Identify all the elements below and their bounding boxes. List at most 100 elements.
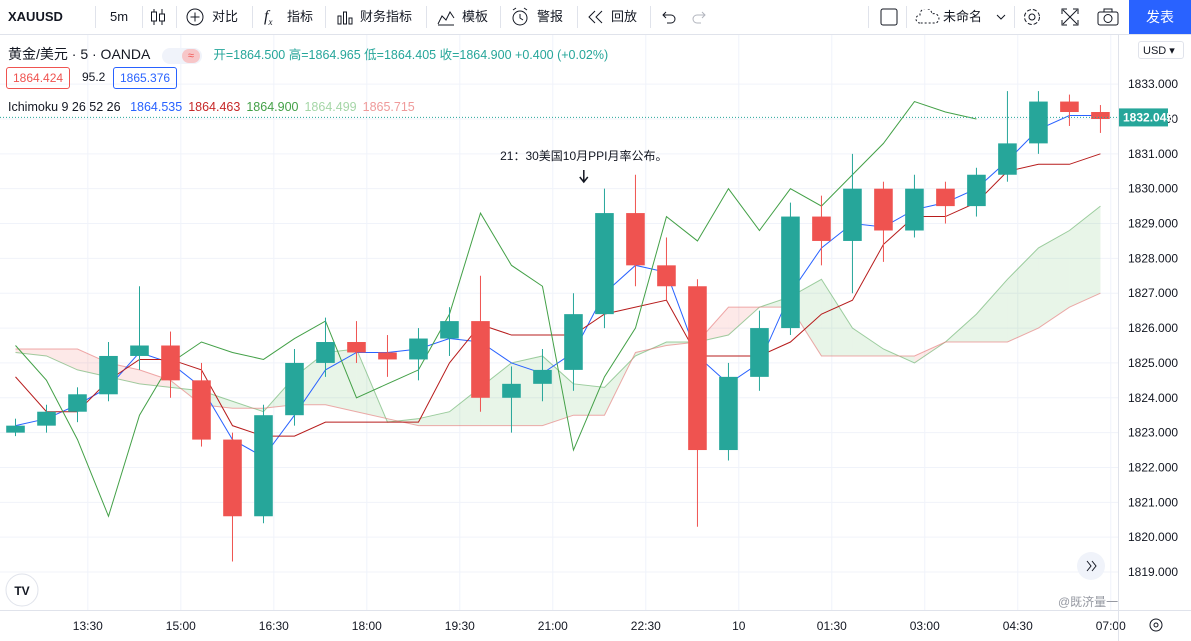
scroll-right-button[interactable]	[1077, 552, 1105, 580]
cloud-icon[interactable]	[914, 9, 942, 25]
indicator-legend: Ichimoku 9 26 52 26 1864.535 1864.463 1864…	[8, 100, 415, 114]
annotation-text: 21：30美国10月PPI月率公布。	[500, 148, 667, 163]
templates-icon[interactable]	[437, 8, 455, 26]
settings-icon[interactable]	[1022, 7, 1042, 27]
status-pill: ≈	[161, 47, 202, 64]
dropdown-arrow[interactable]	[996, 13, 1006, 21]
candle-body	[161, 345, 180, 381]
y-tick-label: 1822.000	[1128, 460, 1178, 474]
financials-icon[interactable]	[336, 8, 354, 26]
cloud-segment	[1038, 230, 1070, 329]
y-tick-label: 1819.000	[1128, 565, 1178, 579]
indicator-icon[interactable]: fx	[264, 8, 273, 28]
currency-label: USD	[1143, 45, 1167, 57]
indicator-value: 1864.535	[130, 100, 183, 114]
chart: 1819.000 1820.000 1821.000 1822.000 1823.000…	[0, 35, 1191, 641]
layout-name[interactable]: 未命名	[943, 9, 983, 24]
candle-body	[285, 362, 304, 416]
separator	[95, 6, 96, 28]
last-price-tag	[1119, 108, 1168, 127]
indicators-button[interactable]: 指标	[287, 9, 314, 24]
cloud-segment	[15, 348, 47, 356]
settings-corner-icon[interactable]	[1149, 618, 1163, 632]
financials-button[interactable]: 财务指标	[360, 9, 413, 24]
layout-icon[interactable]	[879, 7, 899, 27]
tv-logo: TV	[5, 573, 39, 607]
x-tick-label: 03:00	[910, 619, 940, 633]
last-price-label: 1832.045	[1123, 110, 1173, 124]
separator	[142, 6, 143, 28]
cloud-segment	[139, 369, 171, 388]
candle-body	[68, 394, 87, 412]
replay-button[interactable]: 回放	[611, 9, 638, 24]
publish-button[interactable]: 发表	[1129, 0, 1191, 34]
x-tick-label: 16:30	[259, 619, 289, 633]
candle-body	[626, 213, 645, 266]
legend-close: 收=1864.900	[439, 48, 512, 62]
indicator-value: 1865.715	[362, 100, 415, 114]
replay-icon[interactable]	[588, 10, 604, 24]
watermark: @既济量一	[1058, 594, 1118, 609]
candle-body	[378, 352, 397, 360]
undo-redo-icons[interactable]	[660, 9, 710, 25]
candle-body	[874, 188, 893, 231]
candle-body	[130, 345, 149, 356]
ask-price[interactable]: 1865.376	[113, 67, 178, 89]
chart-type-icon[interactable]	[150, 7, 166, 27]
indicator-value: 1864.499	[304, 100, 357, 114]
separator	[577, 6, 578, 28]
indicator-name: Ichimoku 9 26 52 26	[8, 100, 121, 114]
cloud-segment	[573, 383, 605, 416]
alert-button[interactable]: 警报	[537, 9, 564, 24]
x-tick-label: 18:00	[352, 619, 382, 633]
y-tick-label: 1821.000	[1128, 495, 1178, 509]
candle-body	[1060, 101, 1079, 113]
y-tick-label: 1829.000	[1128, 217, 1178, 231]
x-tick-label: 01:30	[817, 619, 847, 633]
separator	[650, 6, 651, 28]
currency-selector[interactable]: USD ▾	[1138, 41, 1184, 59]
compare-icon[interactable]	[186, 8, 204, 26]
candle-body	[595, 213, 614, 315]
templates-button[interactable]: 模板	[462, 9, 489, 24]
candle-body	[409, 338, 428, 360]
candle-body	[254, 415, 273, 517]
separator	[500, 6, 501, 28]
legend-open: 开=1864.500	[213, 48, 286, 62]
cloud-segment	[976, 279, 1008, 343]
spread: 95.2	[82, 70, 106, 84]
candle-body	[905, 188, 924, 231]
cloud-segment	[1069, 206, 1101, 308]
snapshot-icon[interactable]	[1097, 7, 1119, 27]
compare-button[interactable]: 对比	[212, 9, 239, 24]
candle-body	[1091, 112, 1110, 119]
cloud-segment	[46, 348, 78, 370]
cloud-segment	[418, 411, 450, 426]
svg-text:TV: TV	[14, 584, 29, 598]
candle-body	[967, 174, 986, 207]
separator	[426, 6, 427, 28]
separator	[176, 6, 177, 28]
symbol-button[interactable]: XAUUSD	[8, 9, 63, 24]
candle-body	[936, 188, 955, 207]
candle-body	[192, 380, 211, 440]
indicator-value: 1864.900	[246, 100, 299, 114]
chart-background	[0, 35, 1191, 641]
interval-button[interactable]: 5m	[110, 9, 129, 24]
y-tick-label: 1823.000	[1128, 426, 1178, 440]
candle-body	[533, 369, 552, 384]
legend-high: 高=1864.965	[288, 48, 361, 62]
candle-body	[440, 321, 459, 339]
bid-price[interactable]: 1864.424	[6, 67, 71, 89]
x-tick-label: 15:00	[166, 619, 196, 633]
alert-icon[interactable]	[510, 7, 530, 27]
candle-body	[719, 376, 738, 451]
fullscreen-icon[interactable]	[1061, 8, 1079, 26]
candle-body	[688, 286, 707, 451]
y-tick-label: 1833.000	[1128, 77, 1178, 91]
candle-body	[998, 143, 1017, 175]
legend-change: +0.400 (+0.02%)	[515, 48, 609, 62]
legend-main: 黄金/美元 · 5 · OANDA ≈ 开=1864.500 高=1864.96…	[8, 44, 668, 64]
x-tick-label: 19:30	[445, 619, 475, 633]
